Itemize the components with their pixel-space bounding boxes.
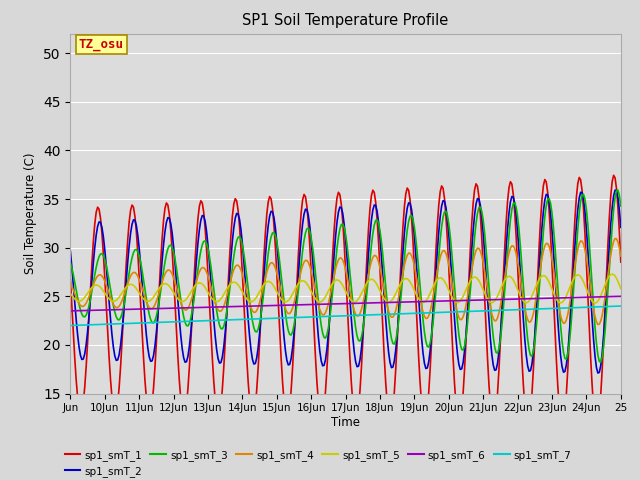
sp1_smT_7 [79, 322, 87, 328]
sp1_smT_3 [79, 313, 87, 319]
sp1_smT_2 [115, 352, 123, 358]
sp1_smT_7 [358, 312, 365, 318]
sp1_smT_1 [358, 365, 365, 371]
sp1_smT_2 [611, 187, 619, 193]
Line: sp1_smT_2: sp1_smT_2 [70, 190, 621, 373]
Line: sp1_smT_5: sp1_smT_5 [70, 274, 621, 303]
sp1_smT_3 [358, 335, 365, 340]
sp1_smT_7 [67, 323, 74, 328]
sp1_smT_6 [432, 299, 440, 304]
sp1_smT_6 [67, 308, 74, 314]
sp1_smT_7 [432, 310, 440, 315]
sp1_smT_1 [593, 424, 600, 430]
sp1_smT_5 [432, 278, 440, 284]
sp1_smT_5 [617, 286, 625, 291]
sp1_smT_4 [115, 303, 123, 309]
Line: sp1_smT_4: sp1_smT_4 [70, 239, 621, 324]
sp1_smT_7 [617, 303, 625, 309]
Line: sp1_smT_7: sp1_smT_7 [70, 306, 621, 325]
X-axis label: Time: Time [331, 416, 360, 429]
sp1_smT_3 [617, 203, 625, 209]
sp1_smT_4 [67, 280, 74, 286]
sp1_smT_2 [449, 295, 457, 301]
sp1_smT_5 [591, 300, 599, 306]
sp1_smT_7 [115, 321, 123, 327]
Legend: sp1_smT_1, sp1_smT_2, sp1_smT_3, sp1_smT_4, sp1_smT_5, sp1_smT_6, sp1_smT_7: sp1_smT_1, sp1_smT_2, sp1_smT_3, sp1_smT… [60, 445, 576, 480]
Line: sp1_smT_6: sp1_smT_6 [70, 296, 621, 311]
sp1_smT_6 [358, 300, 365, 306]
sp1_smT_2 [432, 269, 440, 275]
sp1_smT_4 [358, 307, 365, 312]
sp1_smT_1 [617, 259, 625, 265]
sp1_smT_2 [594, 370, 602, 376]
sp1_smT_2 [79, 356, 87, 362]
sp1_smT_5 [79, 296, 87, 302]
sp1_smT_3 [293, 301, 301, 307]
sp1_smT_1 [449, 355, 457, 361]
sp1_smT_3 [67, 260, 74, 266]
sp1_smT_2 [617, 225, 625, 230]
sp1_smT_6 [617, 293, 625, 299]
sp1_smT_5 [358, 291, 365, 297]
sp1_smT_1 [79, 399, 87, 405]
sp1_smT_4 [449, 287, 457, 293]
sp1_smT_6 [293, 302, 301, 308]
sp1_smT_6 [115, 307, 123, 312]
sp1_smT_5 [115, 294, 123, 300]
sp1_smT_2 [358, 347, 365, 352]
sp1_smT_5 [449, 296, 457, 302]
sp1_smT_2 [293, 293, 301, 299]
sp1_smT_3 [597, 360, 605, 365]
sp1_smT_4 [79, 303, 87, 309]
sp1_smT_1 [432, 248, 440, 253]
sp1_smT_1 [293, 281, 301, 287]
sp1_smT_3 [614, 187, 622, 193]
sp1_smT_5 [293, 283, 301, 289]
sp1_smT_3 [449, 266, 457, 272]
sp1_smT_7 [449, 309, 457, 315]
sp1_smT_3 [115, 317, 123, 323]
sp1_smT_1 [67, 276, 74, 282]
sp1_smT_4 [432, 277, 440, 283]
sp1_smT_1 [610, 172, 618, 178]
sp1_smT_4 [293, 288, 301, 293]
Title: SP1 Soil Temperature Profile: SP1 Soil Temperature Profile [243, 13, 449, 28]
sp1_smT_2 [67, 249, 74, 254]
sp1_smT_5 [609, 271, 616, 277]
Line: sp1_smT_1: sp1_smT_1 [70, 175, 621, 427]
sp1_smT_5 [67, 290, 74, 296]
sp1_smT_7 [293, 314, 301, 320]
Text: TZ_osu: TZ_osu [79, 38, 124, 51]
sp1_smT_6 [449, 298, 457, 304]
sp1_smT_6 [79, 308, 87, 313]
sp1_smT_1 [115, 384, 123, 390]
sp1_smT_4 [617, 253, 625, 259]
Y-axis label: Soil Temperature (C): Soil Temperature (C) [24, 153, 38, 275]
Line: sp1_smT_3: sp1_smT_3 [70, 190, 621, 362]
sp1_smT_4 [594, 322, 602, 327]
sp1_smT_3 [432, 288, 440, 294]
sp1_smT_4 [611, 236, 619, 241]
